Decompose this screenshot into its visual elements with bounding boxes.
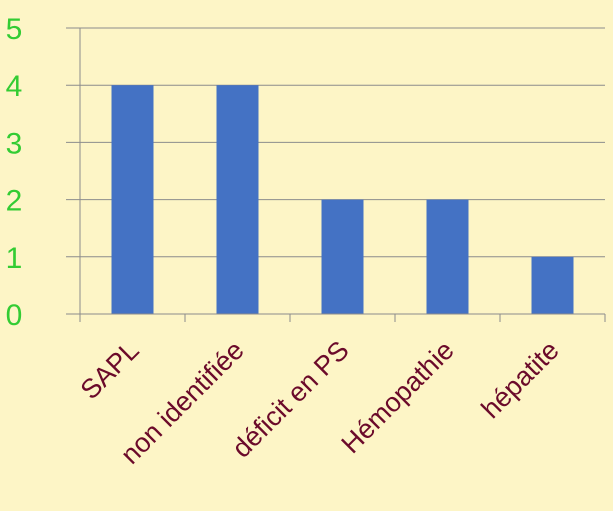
y-tick-label: 5 <box>6 13 23 46</box>
y-tick-label: 1 <box>6 242 23 275</box>
bar-4 <box>531 256 574 314</box>
axes <box>66 28 606 322</box>
bar-2 <box>321 199 364 314</box>
bar-1 <box>216 85 259 314</box>
x-tick-label: Hémopathie <box>336 335 460 459</box>
y-tick-label: 0 <box>6 299 23 332</box>
bar-3 <box>426 199 469 314</box>
gridlines <box>66 27 605 258</box>
y-tick-label: 3 <box>6 127 23 160</box>
x-tick-label: hépatite <box>476 335 565 424</box>
bar-0 <box>111 85 154 314</box>
y-tick-labels: 0 1 2 3 4 5 <box>6 13 23 332</box>
bars <box>111 85 574 314</box>
y-tick-label: 4 <box>6 70 23 103</box>
x-tick-label: SAPL <box>75 335 145 405</box>
y-tick-label: 2 <box>6 185 23 218</box>
